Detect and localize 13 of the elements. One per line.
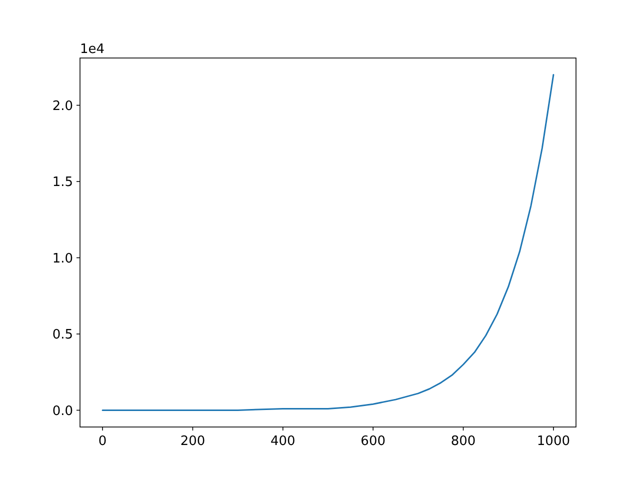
line-series xyxy=(102,74,554,411)
y-tick-label: 0.5 xyxy=(52,328,73,343)
x-tick-label: 600 xyxy=(360,434,386,449)
x-tick-label: 1000 xyxy=(536,434,570,449)
y-tick-label: 0.0 xyxy=(52,404,73,419)
y-tick-label: 2.0 xyxy=(52,98,73,114)
x-tick-label: 800 xyxy=(450,434,476,449)
x-tick-label: 0 xyxy=(98,434,107,449)
x-tick-label: 200 xyxy=(180,434,206,449)
y-tick-label: 1.5 xyxy=(52,175,73,190)
text: 1e4 xyxy=(80,42,105,57)
y-tick-label: 1.0 xyxy=(52,251,73,266)
x-tick-label: 400 xyxy=(270,434,296,449)
